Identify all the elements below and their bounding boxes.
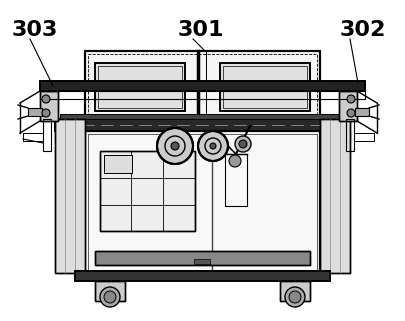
- Bar: [55, 131, 350, 139]
- Text: 302: 302: [340, 20, 386, 40]
- Bar: [320, 119, 350, 273]
- Circle shape: [289, 291, 301, 303]
- Circle shape: [210, 143, 216, 149]
- Circle shape: [198, 131, 228, 161]
- Bar: [355, 108, 369, 116]
- Bar: [95, 63, 185, 111]
- Circle shape: [171, 142, 179, 150]
- Bar: [43, 119, 51, 151]
- Circle shape: [157, 128, 193, 164]
- Bar: [155, 133, 230, 159]
- Bar: [95, 281, 125, 301]
- Bar: [40, 91, 58, 121]
- Circle shape: [239, 140, 247, 148]
- Bar: [223, 66, 307, 108]
- Circle shape: [229, 155, 241, 167]
- Circle shape: [104, 291, 116, 303]
- Bar: [85, 131, 320, 273]
- Bar: [220, 63, 310, 111]
- Circle shape: [42, 109, 50, 117]
- Bar: [220, 63, 310, 111]
- Bar: [95, 251, 310, 265]
- Bar: [354, 133, 374, 141]
- Bar: [339, 91, 357, 121]
- Bar: [85, 51, 320, 123]
- Bar: [28, 108, 42, 116]
- Bar: [85, 51, 320, 123]
- Bar: [88, 134, 317, 270]
- Circle shape: [42, 95, 50, 103]
- Bar: [40, 91, 58, 121]
- Bar: [280, 281, 310, 301]
- Bar: [225, 154, 247, 206]
- Bar: [104, 155, 132, 173]
- Bar: [55, 119, 85, 273]
- Bar: [339, 91, 357, 121]
- Bar: [100, 151, 195, 231]
- Bar: [280, 281, 310, 301]
- Bar: [23, 133, 43, 141]
- Bar: [95, 251, 310, 265]
- Bar: [95, 63, 185, 111]
- Bar: [75, 271, 330, 281]
- Bar: [98, 66, 182, 108]
- Circle shape: [347, 109, 355, 117]
- Circle shape: [347, 95, 355, 103]
- Bar: [60, 114, 345, 119]
- Text: 303: 303: [12, 20, 58, 40]
- Bar: [85, 131, 320, 273]
- Bar: [55, 119, 85, 273]
- Circle shape: [235, 136, 251, 152]
- Bar: [40, 91, 365, 99]
- Bar: [194, 259, 210, 264]
- Bar: [40, 81, 365, 91]
- Bar: [88, 54, 317, 120]
- Bar: [320, 119, 350, 273]
- Bar: [55, 119, 350, 131]
- Bar: [95, 281, 125, 301]
- Circle shape: [100, 287, 120, 307]
- Bar: [55, 131, 350, 139]
- Bar: [100, 151, 195, 231]
- Bar: [55, 119, 350, 131]
- Text: 301: 301: [178, 20, 224, 40]
- Bar: [75, 271, 330, 281]
- Circle shape: [285, 287, 305, 307]
- Bar: [346, 119, 354, 151]
- Bar: [40, 81, 365, 91]
